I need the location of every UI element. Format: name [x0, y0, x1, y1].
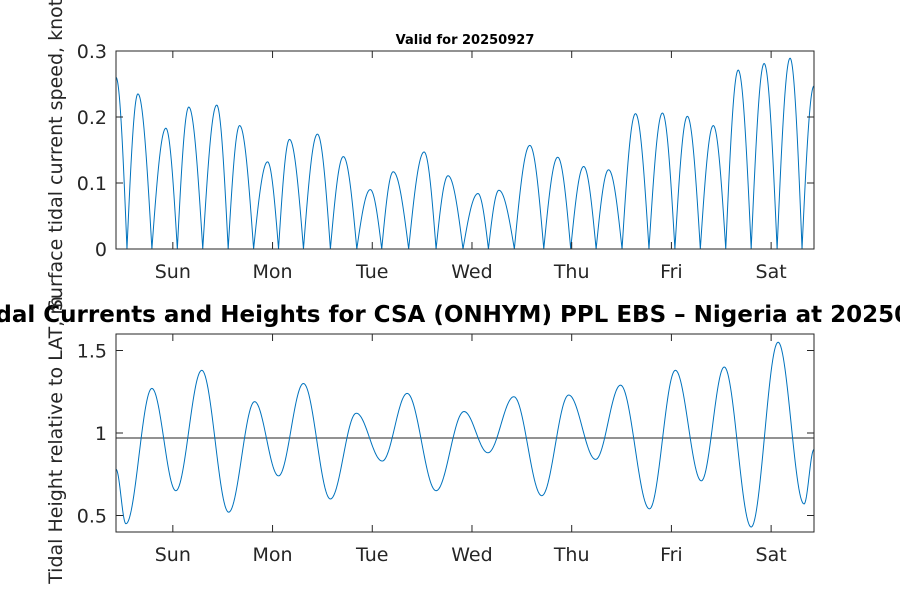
speed-plot-frame	[115, 50, 815, 250]
x-tick-label-mon: Mon	[253, 544, 293, 566]
tidal-height-line	[115, 341, 815, 528]
height-y-axis-label: Tidal Height relative to LAT, m	[45, 296, 67, 585]
speed-chart-title: Valid for 20250927	[396, 33, 535, 48]
y-tick-label: 1	[95, 423, 107, 445]
x-tick-label-fri: Fri	[660, 261, 683, 283]
height-series-layer	[115, 341, 815, 528]
y-tick-label: 0.3	[77, 41, 107, 63]
y-tick-label: 0.1	[77, 173, 107, 195]
speed-panel: 0 0.1 0.2 0.3 Sun Mon Tue Wed Thu Fri Sat Valid f…	[45, 0, 815, 311]
speed-plot-background	[116, 51, 814, 249]
x-tick-label-wed: Wed	[451, 544, 492, 566]
x-tick-label-fri: Fri	[660, 544, 683, 566]
x-tick-label-sat: Sat	[756, 261, 787, 283]
x-tick-label-mon: Mon	[253, 261, 293, 283]
x-tick-label-tue: Tue	[355, 544, 388, 566]
y-tick-label: 0.2	[77, 107, 107, 129]
x-tick-label-thu: Thu	[553, 261, 590, 283]
speed-y-ticks: 0 0.1 0.2 0.3	[77, 41, 814, 261]
x-tick-label-thu: Thu	[553, 544, 590, 566]
speed-y-axis-label: Surface tidal current speed, knots	[45, 0, 67, 311]
height-panel: 0.5 1 1.5 Sun Mon Tue Wed Thu Fri Sat Tidal Curr…	[0, 296, 900, 585]
speed-x-ticks: Sun Mon Tue Wed Thu Fri Sat	[155, 51, 787, 283]
x-tick-label-sun: Sun	[155, 261, 191, 283]
height-x-ticks: Sun Mon Tue Wed Thu Fri Sat	[155, 334, 787, 566]
x-tick-label-wed: Wed	[451, 261, 492, 283]
x-tick-label-tue: Tue	[355, 261, 388, 283]
y-tick-label: 0.5	[77, 506, 107, 528]
height-y-ticks: 0.5 1 1.5	[77, 341, 814, 528]
height-chart-title: Tidal Currents and Heights for CSA (ONHY…	[0, 302, 900, 328]
y-tick-label: 0	[95, 239, 107, 261]
x-tick-label-sat: Sat	[756, 544, 787, 566]
x-tick-label-sun: Sun	[155, 544, 191, 566]
height-plot-background	[116, 334, 814, 532]
y-tick-label: 1.5	[77, 341, 107, 363]
